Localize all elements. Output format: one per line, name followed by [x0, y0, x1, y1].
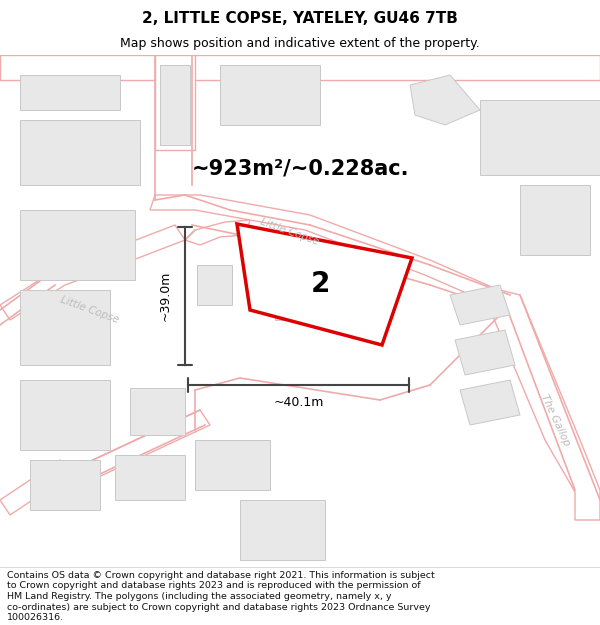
- Text: Little Copse: Little Copse: [259, 217, 320, 248]
- Text: 100026316.: 100026316.: [7, 613, 64, 622]
- Text: HM Land Registry. The polygons (including the associated geometry, namely x, y: HM Land Registry. The polygons (includin…: [7, 592, 392, 601]
- Polygon shape: [20, 120, 140, 185]
- Polygon shape: [275, 268, 340, 320]
- Polygon shape: [220, 65, 320, 125]
- Polygon shape: [130, 388, 185, 435]
- Polygon shape: [20, 290, 110, 365]
- Polygon shape: [185, 220, 250, 245]
- Polygon shape: [460, 380, 520, 425]
- Text: co-ordinates) are subject to Crown copyright and database rights 2023 Ordnance S: co-ordinates) are subject to Crown copyr…: [7, 602, 431, 611]
- Polygon shape: [237, 224, 412, 345]
- Polygon shape: [195, 440, 270, 490]
- Polygon shape: [455, 330, 515, 375]
- Text: 2: 2: [311, 270, 330, 298]
- Polygon shape: [520, 185, 590, 255]
- Polygon shape: [0, 460, 70, 515]
- Polygon shape: [30, 460, 100, 510]
- Polygon shape: [20, 210, 135, 280]
- Polygon shape: [155, 55, 195, 150]
- Text: Map shows position and indicative extent of the property.: Map shows position and indicative extent…: [120, 38, 480, 51]
- Polygon shape: [480, 100, 600, 175]
- Polygon shape: [50, 410, 210, 495]
- Polygon shape: [0, 55, 600, 80]
- Polygon shape: [450, 285, 510, 325]
- Polygon shape: [197, 265, 232, 305]
- Text: Little Copse: Little Copse: [59, 295, 121, 325]
- Polygon shape: [20, 380, 110, 450]
- Polygon shape: [240, 500, 325, 560]
- Text: ~39.0m: ~39.0m: [158, 271, 172, 321]
- Text: ~40.1m: ~40.1m: [274, 396, 323, 409]
- Text: ~923m²/~0.228ac.: ~923m²/~0.228ac.: [191, 158, 409, 178]
- Text: 2, LITTLE COPSE, YATELEY, GU46 7TB: 2, LITTLE COPSE, YATELEY, GU46 7TB: [142, 11, 458, 26]
- Text: The Gallop: The Gallop: [539, 392, 571, 448]
- Polygon shape: [488, 290, 600, 520]
- Polygon shape: [410, 75, 480, 125]
- Polygon shape: [160, 65, 190, 145]
- Polygon shape: [115, 455, 185, 500]
- Text: to Crown copyright and database rights 2023 and is reproduced with the permissio: to Crown copyright and database rights 2…: [7, 581, 421, 591]
- Text: Contains OS data © Crown copyright and database right 2021. This information is : Contains OS data © Crown copyright and d…: [7, 571, 435, 580]
- Polygon shape: [20, 75, 120, 110]
- Polygon shape: [0, 225, 185, 320]
- Polygon shape: [150, 195, 510, 310]
